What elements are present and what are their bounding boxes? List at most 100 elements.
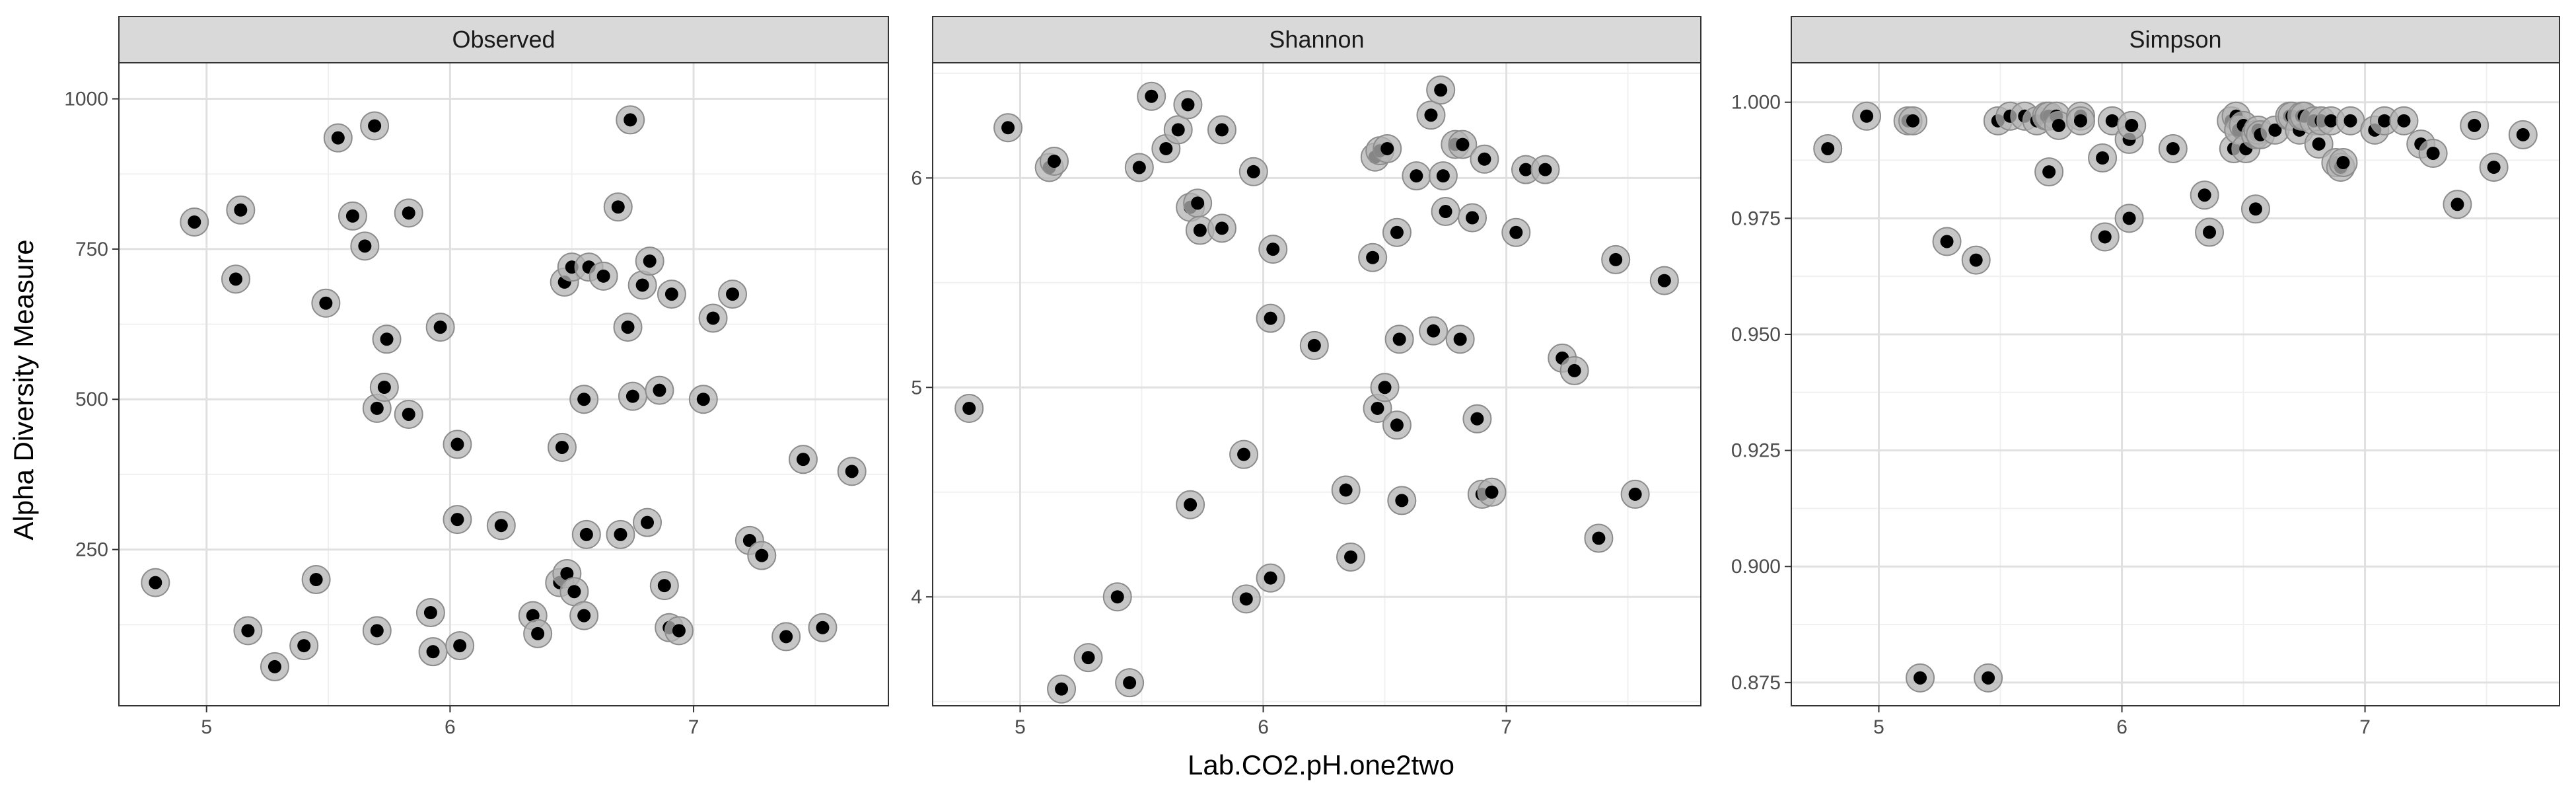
data-point bbox=[1171, 123, 1185, 137]
data-point bbox=[1191, 196, 1205, 210]
data-point bbox=[1969, 253, 1983, 267]
data-point bbox=[672, 624, 686, 638]
data-point bbox=[1132, 161, 1146, 174]
facet-strip-label: Shannon bbox=[1269, 26, 1364, 53]
data-point bbox=[2122, 211, 2136, 225]
data-point bbox=[423, 606, 437, 620]
data-point bbox=[779, 630, 793, 644]
facet-simpson: 5 6 7 0.875 0.900 0.925 0.950 0.975 1.000 Simpson bbox=[1731, 16, 2560, 738]
data-point bbox=[1860, 109, 1874, 123]
data-point bbox=[531, 626, 545, 640]
x-tick-label: 5 bbox=[1873, 716, 1884, 738]
data-point bbox=[1181, 98, 1195, 112]
data-point bbox=[567, 585, 581, 599]
data-point bbox=[370, 401, 384, 415]
data-point bbox=[696, 393, 710, 406]
data-point bbox=[1055, 682, 1069, 696]
y-tick-label: 250 bbox=[75, 539, 108, 561]
data-point bbox=[1378, 381, 1392, 395]
data-point bbox=[450, 437, 464, 451]
y-tick-label: 0.875 bbox=[1731, 672, 1781, 694]
data-point bbox=[402, 206, 415, 220]
data-point bbox=[2105, 114, 2119, 128]
data-point bbox=[433, 321, 447, 334]
data-point bbox=[1395, 494, 1409, 508]
data-point bbox=[1519, 163, 1533, 176]
data-point bbox=[297, 639, 311, 653]
points-observed bbox=[141, 105, 867, 681]
data-point bbox=[555, 440, 569, 454]
data-point bbox=[643, 254, 657, 268]
facet-strip-label: Simpson bbox=[2129, 26, 2221, 53]
data-point bbox=[2096, 151, 2110, 165]
data-point bbox=[2378, 114, 2392, 128]
data-point bbox=[657, 579, 671, 593]
facet-shannon: 5 6 7 4 5 6 Shannon bbox=[911, 16, 1701, 738]
data-point bbox=[1470, 412, 1484, 426]
data-point bbox=[345, 209, 359, 223]
data-point bbox=[1344, 550, 1358, 564]
y-tick-label: 0.925 bbox=[1731, 440, 1781, 462]
data-point bbox=[1478, 152, 1491, 166]
data-point bbox=[1439, 205, 1452, 219]
data-point bbox=[377, 381, 391, 395]
data-point bbox=[1145, 89, 1159, 103]
y-tick-label: 0.950 bbox=[1731, 324, 1781, 346]
x-tick-label: 7 bbox=[2359, 716, 2371, 738]
y-tick-label: 500 bbox=[75, 389, 108, 410]
data-point bbox=[494, 519, 508, 533]
data-point bbox=[1821, 141, 1835, 155]
data-point bbox=[1371, 401, 1384, 415]
data-point bbox=[229, 272, 242, 286]
y-tick-label: 0.975 bbox=[1731, 208, 1781, 229]
data-point bbox=[2426, 146, 2440, 160]
data-point bbox=[611, 200, 625, 214]
data-point bbox=[626, 389, 639, 403]
data-point bbox=[2397, 114, 2411, 128]
data-point bbox=[2248, 202, 2262, 216]
data-point bbox=[755, 548, 769, 562]
facet-observed: 5 6 7 250 500 750 1000 Observed bbox=[64, 16, 889, 738]
data-point bbox=[706, 311, 720, 325]
data-point bbox=[560, 566, 574, 580]
data-point bbox=[2203, 225, 2217, 239]
y-tick-label: 4 bbox=[911, 586, 922, 608]
data-point bbox=[2125, 118, 2139, 132]
data-point bbox=[1339, 483, 1353, 497]
data-point bbox=[1246, 165, 1260, 178]
data-point bbox=[2336, 156, 2350, 170]
data-point bbox=[577, 609, 591, 623]
data-point bbox=[2343, 114, 2357, 128]
x-axis-title: Lab.CO2.pH.one2two bbox=[1188, 749, 1454, 780]
data-point bbox=[1628, 487, 1642, 501]
data-point bbox=[2312, 137, 2326, 151]
x-tick-label: 5 bbox=[201, 716, 212, 738]
data-point bbox=[1237, 447, 1251, 461]
x-tick-label: 6 bbox=[2116, 716, 2128, 738]
points-shannon bbox=[954, 75, 1679, 704]
data-point bbox=[1215, 123, 1229, 137]
data-point bbox=[370, 624, 384, 638]
facet-strip bbox=[932, 16, 1701, 63]
data-point bbox=[2042, 165, 2056, 179]
facet-strip-label: Observed bbox=[452, 26, 555, 53]
data-point bbox=[1592, 531, 1606, 545]
y-tick-label: 1000 bbox=[64, 89, 108, 110]
data-point bbox=[635, 278, 649, 292]
data-point bbox=[2487, 161, 2501, 174]
data-point bbox=[1390, 418, 1404, 432]
data-point bbox=[2451, 198, 2464, 211]
data-point bbox=[1123, 676, 1137, 690]
x-tick-label: 5 bbox=[1015, 716, 1026, 738]
data-point bbox=[596, 269, 610, 283]
data-point bbox=[526, 609, 540, 623]
facet-strip bbox=[118, 16, 889, 63]
data-point bbox=[2324, 114, 2338, 128]
data-point bbox=[358, 239, 372, 253]
data-point bbox=[453, 639, 467, 653]
data-point bbox=[2073, 114, 2087, 128]
data-point bbox=[2052, 118, 2065, 132]
panel-background bbox=[1791, 63, 2559, 706]
data-point bbox=[1567, 363, 1581, 377]
data-point bbox=[1048, 154, 1061, 168]
